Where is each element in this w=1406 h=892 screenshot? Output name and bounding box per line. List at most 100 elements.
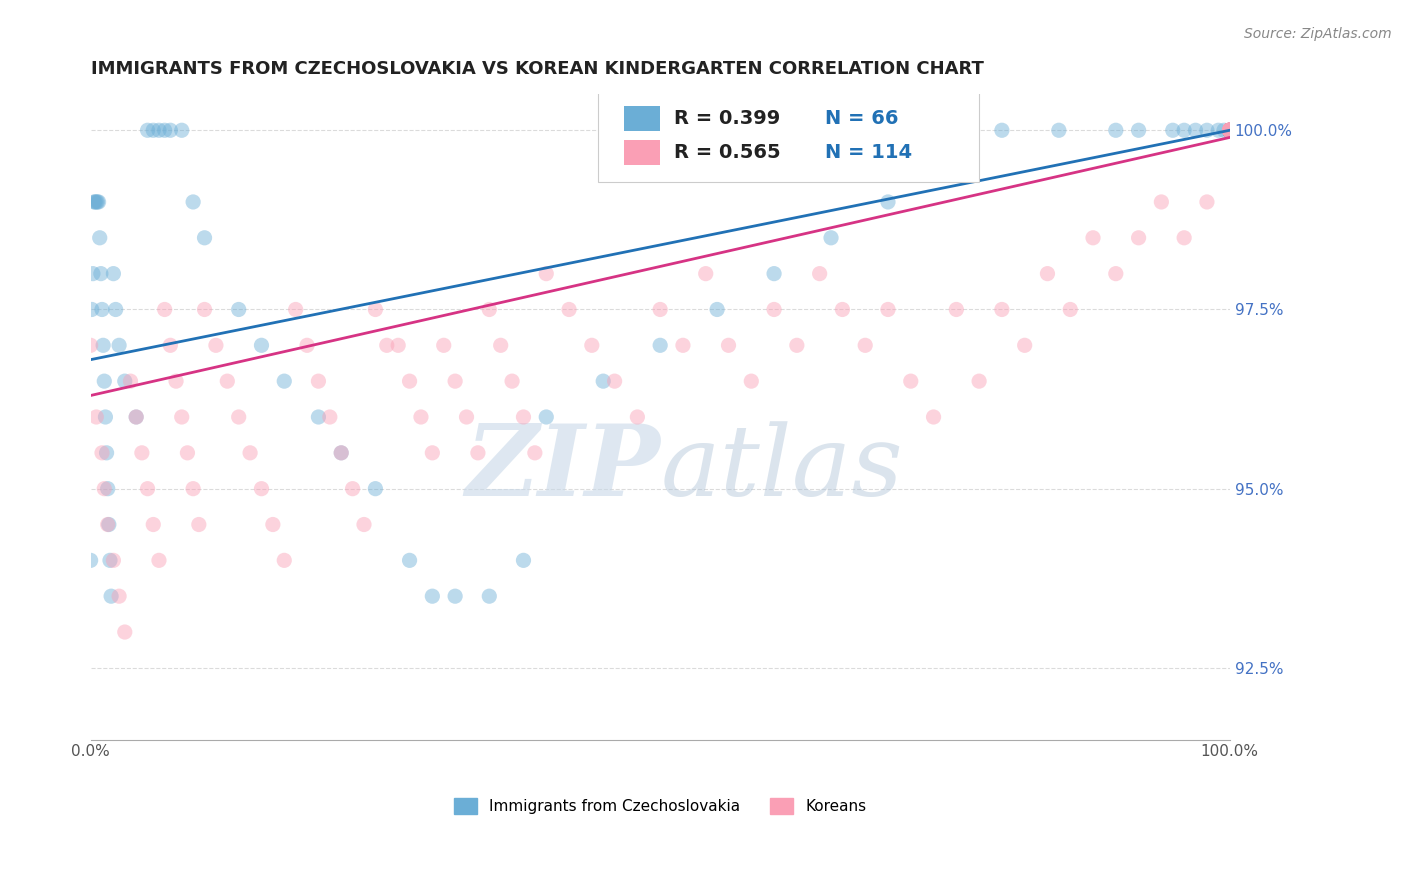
Point: [142, 123, 165, 137]
Point: [1219, 123, 1241, 137]
Point: [945, 302, 967, 317]
Point: [97, 517, 120, 532]
Point: [1219, 123, 1241, 137]
Point: [250, 482, 273, 496]
Point: [1219, 123, 1241, 137]
Point: [1213, 123, 1236, 137]
Point: [217, 374, 239, 388]
Point: [98, 553, 121, 567]
Point: [1219, 123, 1241, 137]
Point: [786, 338, 808, 352]
Point: [86, 194, 108, 209]
Point: [1219, 123, 1241, 137]
Point: [125, 409, 148, 424]
Point: [900, 374, 922, 388]
Point: [967, 374, 990, 388]
Point: [1219, 123, 1241, 137]
Point: [153, 123, 176, 137]
Point: [1219, 123, 1241, 137]
Point: [1014, 338, 1036, 352]
Point: [108, 338, 131, 352]
Point: [94, 409, 117, 424]
Point: [1161, 123, 1184, 137]
Point: [307, 374, 329, 388]
FancyBboxPatch shape: [624, 141, 661, 165]
Point: [478, 302, 501, 317]
Point: [626, 409, 648, 424]
Point: [1219, 123, 1241, 137]
Point: [1219, 123, 1241, 137]
Point: [1219, 123, 1241, 137]
Point: [478, 589, 501, 603]
Point: [991, 123, 1014, 137]
Point: [170, 123, 193, 137]
Point: [375, 338, 398, 352]
Point: [176, 446, 198, 460]
Point: [1219, 123, 1241, 137]
Point: [193, 302, 215, 317]
Point: [319, 409, 342, 424]
Point: [100, 589, 122, 603]
Point: [922, 409, 945, 424]
Text: ZIP: ZIP: [465, 420, 661, 516]
Point: [1219, 123, 1241, 137]
Text: Source: ZipAtlas.com: Source: ZipAtlas.com: [1244, 27, 1392, 41]
Point: [228, 409, 250, 424]
Point: [1219, 123, 1241, 137]
Point: [89, 231, 111, 245]
Point: [603, 374, 626, 388]
Point: [103, 267, 125, 281]
Point: [90, 267, 112, 281]
Text: R = 0.565: R = 0.565: [673, 144, 780, 162]
Point: [808, 267, 831, 281]
Point: [97, 517, 120, 532]
Point: [84, 409, 107, 424]
Point: [1047, 123, 1070, 137]
Point: [1128, 123, 1150, 137]
Point: [1219, 123, 1241, 137]
Point: [125, 409, 148, 424]
Point: [131, 446, 153, 460]
Point: [877, 194, 900, 209]
Point: [228, 302, 250, 317]
Text: N = 66: N = 66: [825, 109, 898, 128]
Point: [1219, 123, 1241, 137]
Point: [853, 338, 876, 352]
Point: [330, 446, 353, 460]
Point: [83, 194, 105, 209]
Point: [114, 374, 136, 388]
Point: [536, 409, 558, 424]
Point: [706, 302, 728, 317]
Text: N = 114: N = 114: [825, 144, 912, 162]
Point: [159, 338, 181, 352]
Text: IMMIGRANTS FROM CZECHOSLOVAKIA VS KOREAN KINDERGARTEN CORRELATION CHART: IMMIGRANTS FROM CZECHOSLOVAKIA VS KOREAN…: [90, 60, 983, 78]
Point: [1128, 231, 1150, 245]
Point: [342, 482, 364, 496]
FancyBboxPatch shape: [624, 106, 661, 131]
Point: [364, 482, 387, 496]
Point: [239, 446, 262, 460]
Point: [1195, 123, 1218, 137]
Point: [512, 553, 534, 567]
Point: [148, 123, 170, 137]
Point: [1219, 123, 1241, 137]
Point: [159, 123, 181, 137]
Point: [273, 374, 295, 388]
Point: [1184, 123, 1206, 137]
Point: [422, 446, 444, 460]
Point: [353, 517, 375, 532]
Point: [87, 194, 110, 209]
Point: [91, 302, 114, 317]
Point: [142, 517, 165, 532]
Point: [717, 338, 740, 352]
Point: [489, 338, 512, 352]
Point: [307, 409, 329, 424]
Point: [1105, 123, 1128, 137]
Point: [1219, 123, 1241, 137]
Point: [114, 625, 136, 640]
Point: [1150, 194, 1173, 209]
Point: [91, 446, 114, 460]
Point: [456, 409, 478, 424]
Point: [136, 123, 159, 137]
Point: [108, 589, 131, 603]
